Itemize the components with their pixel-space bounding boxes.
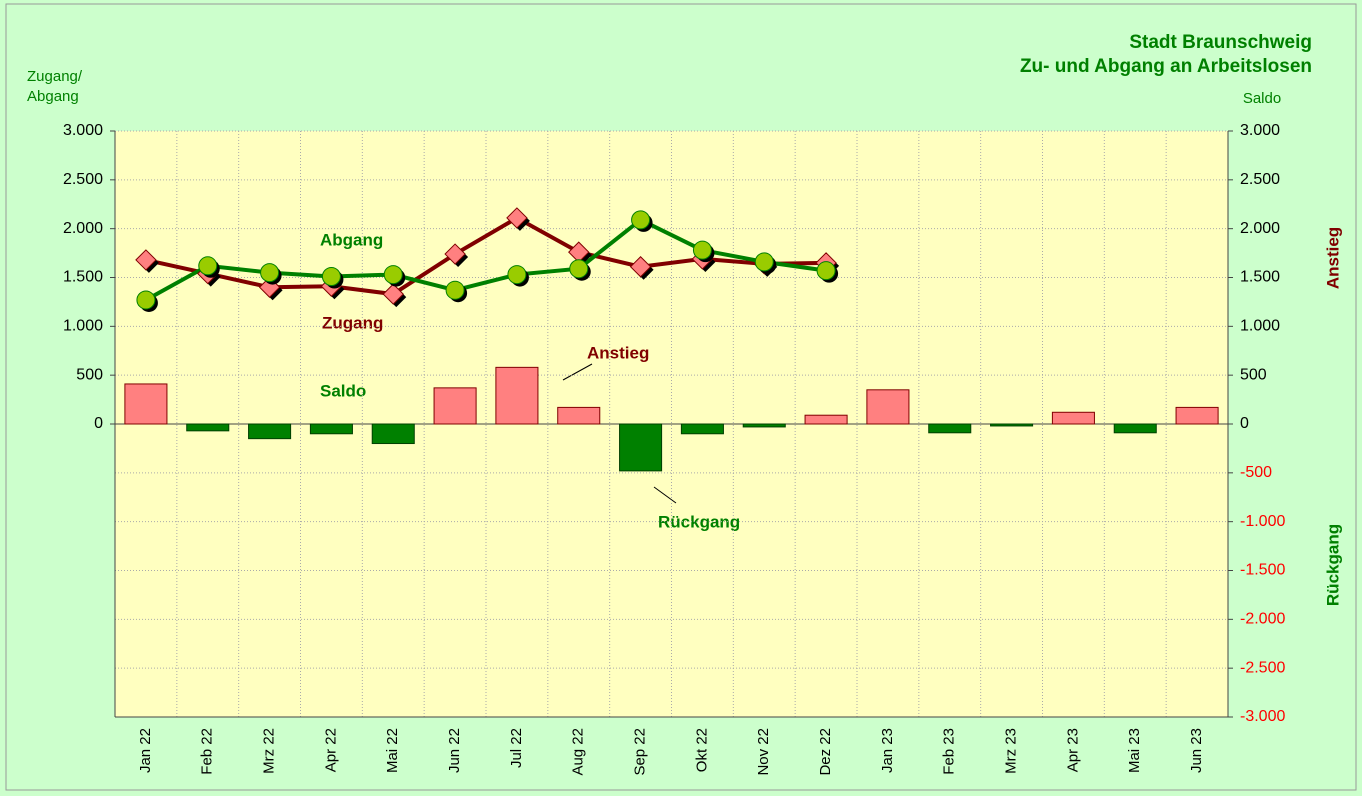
x-tick-label: Jan 23: [879, 728, 896, 773]
annotation: Anstieg: [587, 343, 649, 362]
marker: [507, 265, 527, 285]
bar: [990, 423, 1034, 427]
x-tick-label: Apr 23: [1064, 728, 1081, 772]
marker: [444, 243, 466, 265]
annotation: Abgang: [320, 230, 383, 249]
y2-tick-label: -1.500: [1240, 562, 1285, 579]
y-axis-label: Zugang/: [27, 68, 83, 85]
bar: [371, 423, 415, 445]
bar: [742, 423, 786, 428]
bar: [866, 389, 910, 425]
x-tick-label: Dez 22: [817, 728, 834, 776]
bar: [433, 387, 477, 425]
marker: [136, 290, 156, 310]
x-tick-label: Aug 22: [570, 728, 587, 776]
x-tick-label: Mrz 22: [261, 728, 278, 774]
y2-tick-label: 1.000: [1240, 318, 1280, 335]
bar: [186, 423, 230, 432]
marker: [135, 249, 157, 271]
y2-tick-label: 2.000: [1240, 220, 1280, 237]
marker: [445, 280, 465, 300]
y-tick-label: 1.000: [63, 318, 103, 335]
marker: [321, 267, 341, 287]
side-label: Rückgang: [1323, 524, 1342, 606]
bar: [804, 414, 848, 425]
marker: [383, 265, 403, 285]
x-tick-label: Jun 23: [1188, 728, 1205, 773]
bar: [248, 423, 292, 440]
y-tick-label: 3.000: [63, 122, 103, 139]
marker: [198, 256, 218, 276]
y2-tick-label: -500: [1240, 464, 1272, 481]
y2-tick-label: -2.000: [1240, 611, 1285, 628]
y2-axis-label: Saldo: [1243, 90, 1281, 107]
marker: [816, 261, 836, 281]
bar: [495, 366, 539, 425]
y2-tick-label: 2.500: [1240, 171, 1280, 188]
y2-tick-label: -2.500: [1240, 659, 1285, 676]
marker: [569, 259, 589, 279]
annotation: Rückgang: [658, 512, 740, 531]
pointer: [562, 363, 593, 381]
pointer: [653, 486, 677, 504]
y2-tick-label: 500: [1240, 366, 1267, 383]
y2-tick-label: 3.000: [1240, 122, 1280, 139]
y-tick-label: 0: [94, 415, 103, 432]
y-tick-label: 1.500: [63, 269, 103, 286]
x-tick-label: Mai 23: [1126, 728, 1143, 773]
bar: [680, 423, 724, 435]
bar: [619, 423, 663, 472]
x-tick-label: Jul 22: [508, 728, 525, 768]
y2-tick-label: -3.000: [1240, 708, 1285, 725]
bar: [1175, 406, 1219, 425]
marker: [260, 263, 280, 283]
x-tick-label: Feb 22: [199, 728, 216, 775]
annotation: Zugang: [322, 313, 383, 332]
y2-tick-label: 1.500: [1240, 269, 1280, 286]
marker: [382, 283, 404, 305]
x-tick-label: Mrz 23: [1003, 728, 1020, 774]
frame: [5, 3, 1357, 791]
bar: [309, 423, 353, 435]
side-label: Anstieg: [1323, 227, 1342, 289]
bar: [1113, 423, 1157, 434]
x-tick-label: Sep 22: [632, 728, 649, 776]
y2-tick-label: 0: [1240, 415, 1249, 432]
bar: [928, 423, 972, 434]
bar: [124, 383, 168, 425]
marker: [631, 210, 651, 230]
x-tick-label: Okt 22: [693, 728, 710, 772]
y2-tick-label: -1.000: [1240, 513, 1285, 530]
x-tick-label: Jan 22: [137, 728, 154, 773]
y-tick-label: 500: [76, 366, 103, 383]
x-tick-label: Jun 22: [446, 728, 463, 773]
marker: [629, 256, 652, 278]
x-tick-label: Apr 22: [322, 728, 339, 772]
marker: [506, 207, 528, 229]
bar: [1051, 411, 1095, 425]
chart-title: Stadt Braunschweig: [1129, 32, 1312, 53]
marker: [692, 240, 712, 260]
marker: [754, 252, 774, 272]
bar: [557, 406, 601, 425]
y-axis-label: Abgang: [27, 88, 79, 105]
x-tick-label: Nov 22: [755, 728, 772, 776]
y-tick-label: 2.000: [63, 220, 103, 237]
chart-title: Zu- und Abgang an Arbeitslosen: [1020, 56, 1312, 77]
y-tick-label: 2.500: [63, 171, 103, 188]
x-tick-label: Feb 23: [941, 728, 958, 775]
x-tick-label: Mai 22: [384, 728, 401, 773]
annotation: Saldo: [320, 381, 366, 400]
